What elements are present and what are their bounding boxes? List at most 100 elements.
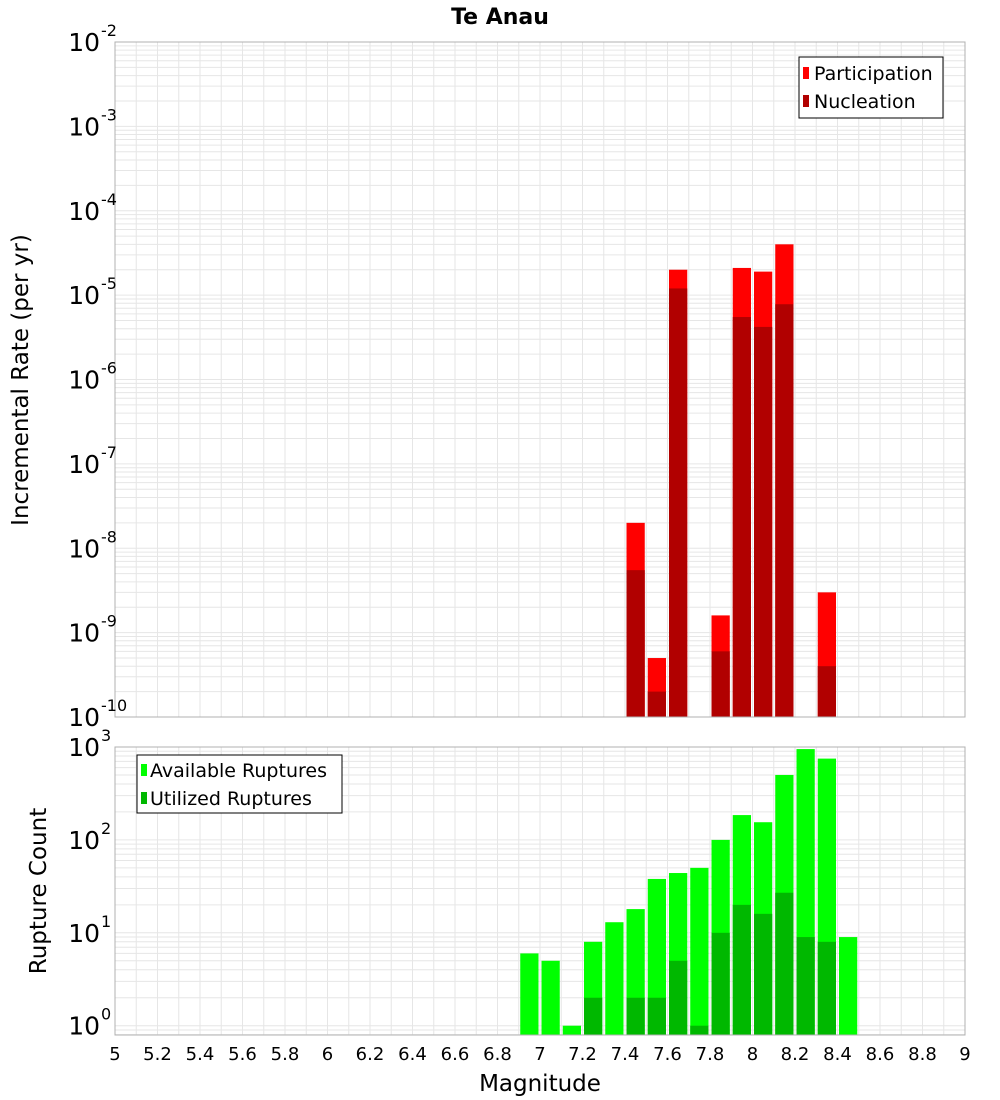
rates-y-tick-exponent: -3: [101, 105, 117, 124]
rates-y-tick-exponent: -5: [101, 274, 117, 293]
utilized-bar: [669, 960, 688, 1035]
rates-y-tick: 10 -3: [68, 105, 117, 141]
nucleation-legend-label: Nucleation: [814, 91, 916, 113]
x-tick-label: 6: [322, 1044, 333, 1065]
x-tick-label: 7: [534, 1044, 545, 1065]
x-tick-label: 7.8: [696, 1044, 725, 1065]
rates-y-tick-exponent: -4: [101, 190, 117, 209]
rates-y-tick-exponent: -8: [101, 527, 117, 546]
rates-y-tick-exponent: -2: [101, 21, 117, 40]
counts-y-tick-exponent: 2: [101, 819, 111, 838]
utilized-bar: [817, 941, 836, 1035]
x-tick-label: 8: [747, 1044, 758, 1065]
nucleation-bar: [711, 651, 730, 717]
utilized-bar: [775, 892, 794, 1035]
rates-y-tick-base: 10: [68, 534, 100, 563]
x-tick-label: 8.2: [781, 1044, 810, 1065]
nucleation-bar: [647, 691, 666, 717]
rates-y-tick-exponent: -6: [101, 359, 117, 378]
rates-y-tick-exponent: -7: [101, 443, 117, 462]
participation-legend-label: Participation: [814, 63, 933, 85]
rates-y-tick: 10 -6: [68, 359, 117, 395]
available-bar: [605, 922, 624, 1035]
utilized-bar: [626, 997, 645, 1035]
counts-x-tick-labels: 5 5.2 5.4 5.6 5.8 6 6.2 6.4 6.6 6.8 7 7.2 7.4 7.6 7.8 8…: [109, 1044, 970, 1065]
counts-y-tick: 10 1: [68, 912, 111, 948]
counts-y-axis-label: Rupture Count: [26, 808, 52, 974]
rates-y-tick: 10 -10: [68, 696, 127, 732]
x-tick-label: 5.8: [271, 1044, 300, 1065]
rates-legend: Participation Nucleation: [798, 56, 944, 119]
counts-y-tick-exponent: 3: [101, 726, 111, 745]
available-bar: [541, 960, 560, 1035]
x-tick-label: 7.4: [611, 1044, 640, 1065]
rates-y-tick: 10 -9: [68, 612, 117, 648]
utilized-legend-label: Utilized Ruptures: [150, 788, 312, 810]
x-tick-label: 5.4: [186, 1044, 215, 1065]
x-tick-label: 5.6: [228, 1044, 257, 1065]
nucleation-bar: [732, 317, 751, 717]
utilized-bar: [647, 997, 666, 1035]
rates-y-tick: 10 -4: [68, 190, 117, 226]
rates-gridlines: [114, 42, 966, 718]
utilized-bar: [796, 937, 815, 1035]
available-legend-label: Available Ruptures: [150, 760, 327, 782]
utilized-bar: [711, 932, 730, 1035]
counts-plot-border: [114, 746, 966, 1036]
utilized-bar: [754, 913, 773, 1035]
x-tick-label: 9: [959, 1044, 970, 1065]
counts-y-tick-base: 10: [68, 1012, 100, 1041]
counts-y-tick-base: 10: [68, 826, 100, 855]
rates-y-tick-exponent: -10: [101, 696, 127, 715]
rates-legend-box: [798, 56, 944, 119]
x-axis-label: Magnitude: [479, 1071, 601, 1097]
rates-plot-border: [114, 41, 966, 718]
utilized-bar: [690, 1025, 709, 1035]
rates-y-tick-exponent: -9: [101, 612, 117, 631]
utilized-bar: [732, 904, 751, 1035]
participation-legend-swatch: [803, 67, 809, 79]
counts-bars: [520, 749, 858, 1035]
nucleation-bar: [669, 288, 688, 717]
utilized-bar: [584, 997, 603, 1035]
available-bar: [839, 937, 858, 1035]
x-tick-label: 6.8: [483, 1044, 512, 1065]
x-tick-label: 8.8: [908, 1044, 937, 1065]
counts-y-tick-base: 10: [68, 919, 100, 948]
x-tick-label: 8.4: [823, 1044, 852, 1065]
nucleation-bar: [817, 666, 836, 717]
nucleation-legend-swatch: [803, 95, 809, 107]
rates-y-tick-base: 10: [68, 112, 100, 141]
rates-y-tick: 10 -5: [68, 274, 117, 310]
rates-y-tick-base: 10: [68, 366, 100, 395]
x-tick-label: 5: [109, 1044, 120, 1065]
rates-y-tick-base: 10: [68, 619, 100, 648]
nucleation-bar: [626, 570, 645, 717]
counts-y-tick: 10 3: [68, 726, 111, 762]
rates-y-tick-base: 10: [68, 450, 100, 479]
available-bar: [520, 953, 539, 1035]
rates-y-axis-label: Incremental Rate (per yr): [8, 234, 34, 526]
counts-legend-box: [136, 754, 343, 814]
rates-y-tick-base: 10: [68, 281, 100, 310]
chart-title: Te Anau: [451, 5, 549, 30]
x-tick-label: 6.6: [441, 1044, 470, 1065]
counts-y-tick: 10 2: [68, 819, 111, 855]
rates-y-tick-base: 10: [68, 28, 100, 57]
counts-legend: Available Ruptures Utilized Ruptures: [136, 754, 343, 814]
available-bar: [562, 1025, 581, 1035]
rates-y-tick: 10 -2: [68, 21, 117, 57]
available-bar: [690, 867, 709, 1035]
counts-y-tick-exponent: 0: [101, 1005, 111, 1024]
rates-bars: [626, 244, 836, 718]
nucleation-bar: [754, 326, 773, 717]
utilized-legend-swatch: [141, 792, 147, 804]
nucleation-bar: [775, 304, 794, 717]
counts-y-tick-exponent: 1: [101, 912, 111, 931]
x-tick-label: 5.2: [143, 1044, 172, 1065]
rates-y-tick-base: 10: [68, 197, 100, 226]
